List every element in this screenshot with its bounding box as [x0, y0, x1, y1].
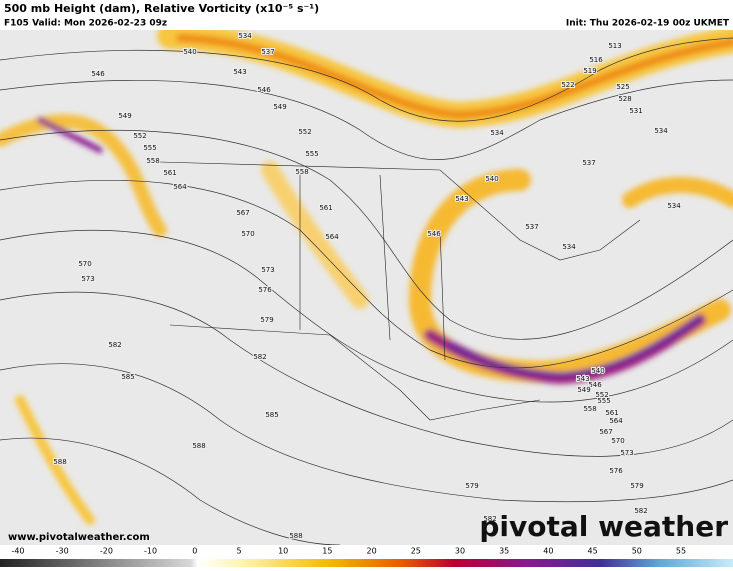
contour-label: 546 — [427, 230, 441, 238]
contour-label: 582 — [634, 507, 647, 515]
contour-label: 558 — [583, 405, 596, 413]
contour-label: 549 — [273, 103, 286, 111]
init-time: Init: Thu 2026-02-19 00z UKMET — [566, 19, 730, 29]
contour-label: 588 — [192, 442, 205, 450]
contour-label: 582 — [253, 353, 266, 361]
height-contours — [0, 37, 733, 546]
contour-label: 579 — [465, 482, 478, 490]
contour-label: 570 — [78, 260, 91, 268]
contour-label: 543 — [576, 375, 589, 383]
contour-label: 585 — [265, 411, 278, 419]
colorbar-ticks: -40 -30 -20 -10 0 5 10 15 20 25 30 35 40 45 50 55 — [11, 547, 686, 556]
contour-label: 546 — [257, 86, 271, 94]
colorbar-tick-label: 35 — [499, 547, 509, 556]
contour-label: 516 — [589, 56, 603, 64]
contour-label: 561 — [163, 169, 176, 177]
contour-label: 588 — [53, 458, 66, 466]
contour-label: 582 — [108, 341, 121, 349]
contour-label: 528 — [618, 95, 631, 103]
contour-label: 534 — [238, 32, 252, 40]
contour-label: 549 — [577, 386, 590, 394]
header-bar — [0, 0, 733, 30]
contour-label: 561 — [319, 204, 332, 212]
contour-label: 555 — [143, 144, 156, 152]
contour-label: 564 — [609, 417, 623, 425]
colorbar-tick-label: -10 — [144, 547, 157, 556]
contour-label: 540 — [183, 48, 196, 56]
contour-label: 558 — [295, 168, 308, 176]
contour-label: 561 — [605, 409, 618, 417]
contour-label: 570 — [241, 230, 254, 238]
contour-label: 573 — [261, 266, 274, 274]
colorbar-tick-label: -40 — [11, 547, 24, 556]
borders — [159, 161, 641, 421]
contour-label: 582 — [483, 515, 496, 523]
contour-label: 567 — [236, 209, 249, 217]
colorbar-tick-label: 25 — [411, 547, 421, 556]
contour-label: 537 — [582, 159, 595, 167]
contour-label: 534 — [490, 129, 504, 137]
contour-label: 543 — [455, 195, 468, 203]
contour-label: 543 — [233, 68, 246, 76]
map-background — [0, 30, 733, 545]
contour-label: 540 — [591, 367, 604, 375]
contour-label: 531 — [629, 107, 642, 115]
contour-label: 564 — [173, 183, 187, 191]
colorbar-tick-label: -20 — [100, 547, 113, 556]
contour-label: 534 — [654, 127, 668, 135]
contour-label: 552 — [595, 391, 608, 399]
contour-label: 522 — [561, 81, 574, 89]
contour-label: 570 — [611, 437, 624, 445]
contour-label: 573 — [620, 449, 633, 457]
contour-label: 537 — [261, 48, 274, 56]
contour-label: 576 — [609, 467, 623, 475]
contour-label: 579 — [260, 316, 273, 324]
contour-label: 540 — [485, 175, 498, 183]
colorbar-tick-label: -30 — [56, 547, 69, 556]
colorbar-tick-label: 40 — [543, 547, 553, 556]
contour-label: 585 — [121, 373, 134, 381]
contour-label: 525 — [616, 83, 629, 91]
colorbar-tick-label: 15 — [322, 547, 332, 556]
contour-label: 552 — [298, 128, 311, 136]
contour-label: 552 — [133, 132, 146, 140]
contour-label: 555 — [597, 397, 610, 405]
contour-label: 513 — [608, 42, 621, 50]
contour-label: 549 — [118, 112, 131, 120]
colorbar-tick-label: 0 — [192, 547, 197, 556]
contour-label: 534 — [562, 243, 576, 251]
contour-label: 558 — [146, 157, 159, 165]
valid-time: F105 Valid: Mon 2026-02-23 09z — [4, 19, 167, 29]
colorbar-tick-label: 50 — [632, 547, 642, 556]
contour-label: 546 — [588, 381, 602, 389]
contour-label: 546 — [91, 70, 105, 78]
colorbar-tick-label: 45 — [588, 547, 598, 556]
website: www.pivotalweather.com — [8, 532, 150, 543]
contour-label: 567 — [599, 428, 612, 436]
contour-label: 537 — [525, 223, 538, 231]
contour-label: 555 — [305, 150, 318, 158]
colorbar-tick-label: 20 — [367, 547, 377, 556]
contour-label: 588 — [289, 532, 302, 540]
vorticity-shading — [0, 23, 733, 525]
contour-label: 519 — [583, 67, 596, 75]
logo: pivotal weather — [479, 510, 728, 543]
contour-label: 564 — [325, 233, 339, 241]
colorbar-tick-label: 5 — [236, 547, 241, 556]
title: 500 mb Height (dam), Relative Vorticity … — [4, 2, 319, 15]
colorbar-tick-label: 55 — [676, 547, 686, 556]
contour-label: 573 — [81, 275, 94, 283]
contour-label: 534 — [667, 202, 681, 210]
contour-label: 579 — [630, 482, 643, 490]
contour-label: 576 — [258, 286, 272, 294]
colorbar-tick-label: 10 — [278, 547, 288, 556]
colorbar-tick-label: 30 — [455, 547, 465, 556]
colorbar — [0, 559, 733, 567]
